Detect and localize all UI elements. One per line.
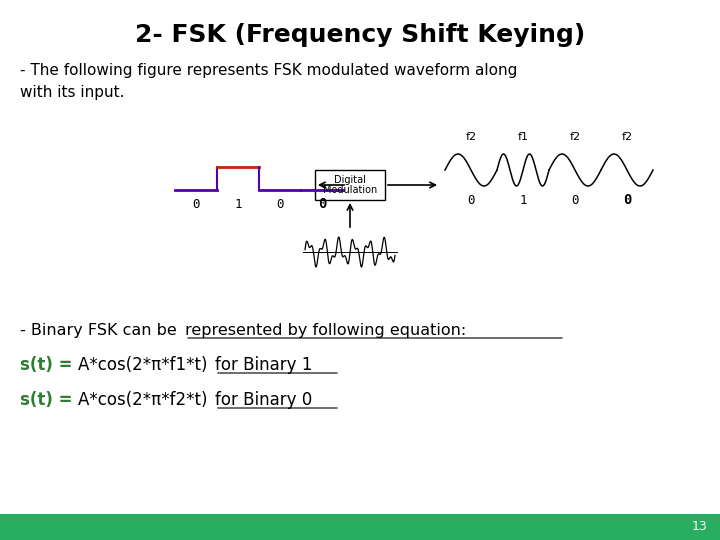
Text: for Binary 1: for Binary 1 [215,356,312,374]
Text: 2- FSK (Frequency Shift Keying): 2- FSK (Frequency Shift Keying) [135,23,585,47]
Text: 1: 1 [234,198,242,211]
Bar [0,514,720,540]
Text: 1: 1 [519,193,527,206]
Text: represented by following equation:: represented by following equation: [185,322,467,338]
Text: with its input.: with its input. [20,84,125,99]
Text: Modulation: Modulation [323,185,377,195]
Text: f2: f2 [570,132,580,142]
Text: 0: 0 [192,198,199,211]
Text: 0: 0 [318,197,326,211]
Text: for Binary 0: for Binary 0 [215,391,312,409]
Text: s(t) =: s(t) = [20,356,73,374]
Text: 0: 0 [276,198,284,211]
Text: s(t) =: s(t) = [20,391,73,409]
Bar [315,170,385,200]
Text: - Binary FSK can be: - Binary FSK can be [20,322,182,338]
Text: 13: 13 [692,521,708,534]
Text: 0: 0 [467,193,474,206]
Text: 0: 0 [623,193,631,207]
Text: - The following figure represents FSK modulated waveform along: - The following figure represents FSK mo… [20,63,518,78]
Text: f2: f2 [465,132,477,142]
Text: 0: 0 [571,193,579,206]
Text: Digital: Digital [334,175,366,185]
Text: f2: f2 [621,132,633,142]
Text: A*cos(2*π*f1*t): A*cos(2*π*f1*t) [78,356,212,374]
Text: f1: f1 [518,132,528,142]
Text: A*cos(2*π*f2*t): A*cos(2*π*f2*t) [78,391,212,409]
